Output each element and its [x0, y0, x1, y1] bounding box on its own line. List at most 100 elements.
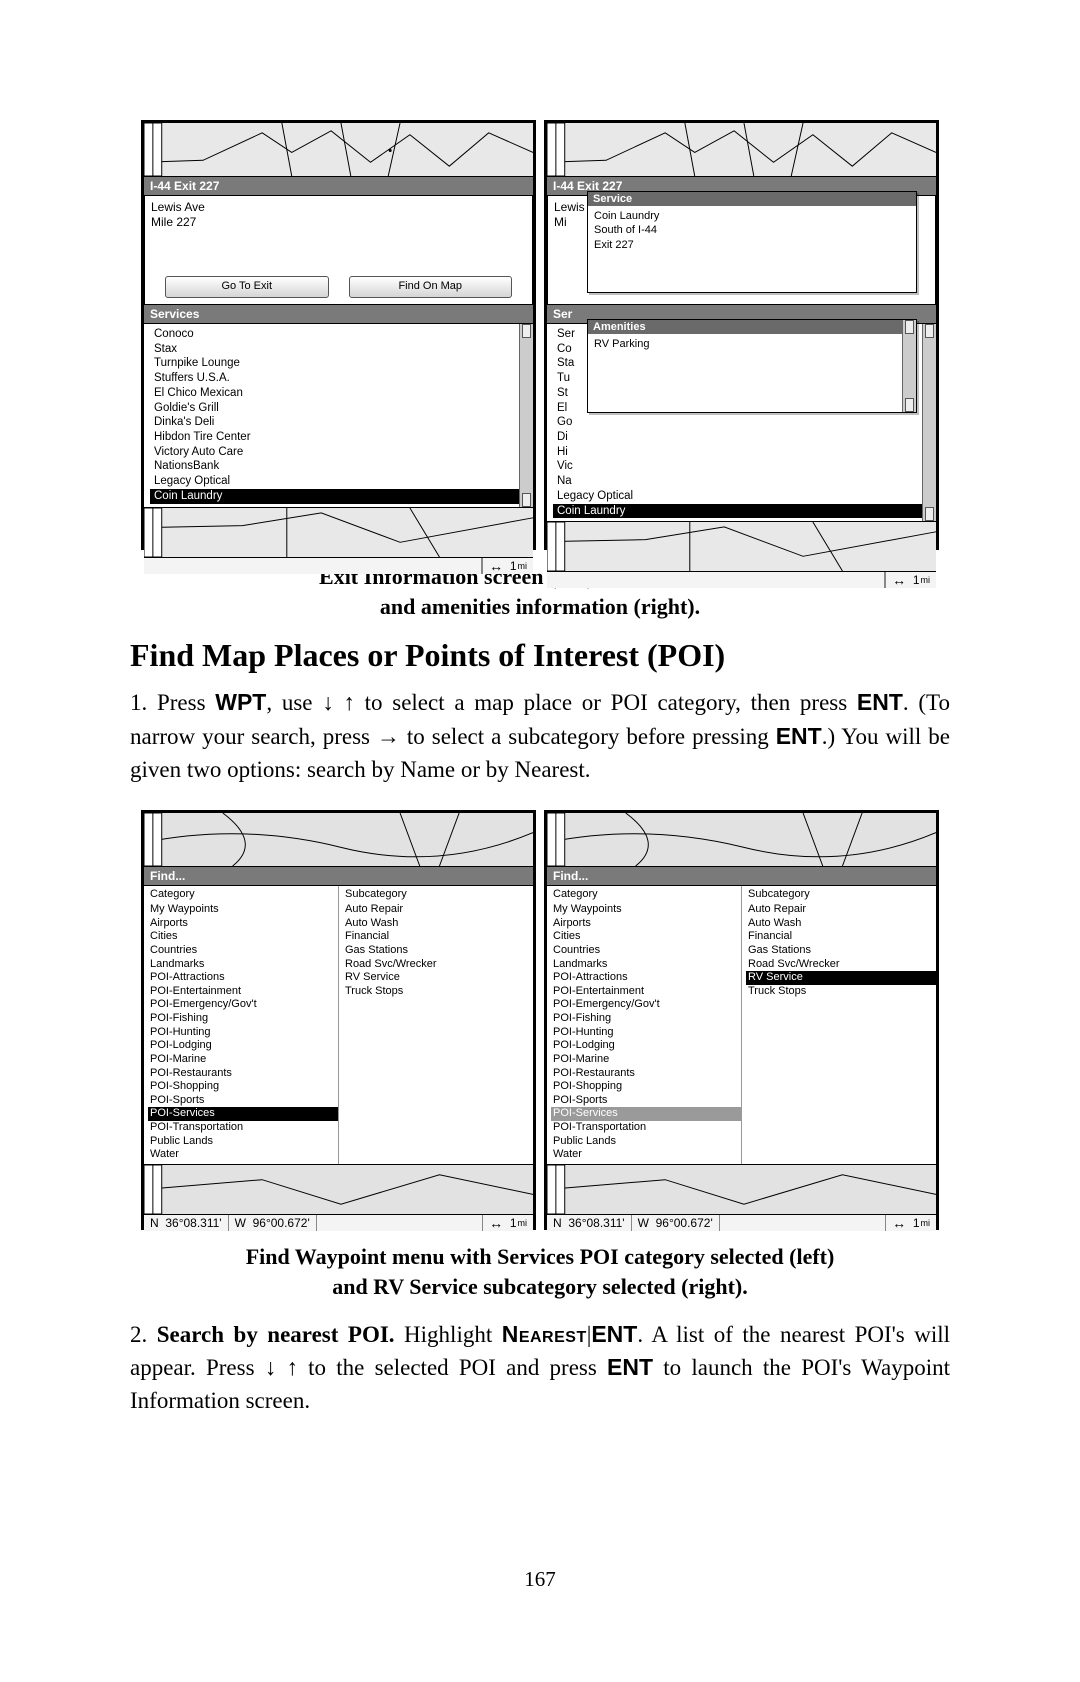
service-row[interactable]: Legacy Optical — [553, 489, 936, 504]
service-row[interactable]: El Chico Mexican — [150, 386, 533, 401]
exit-info-line: Lewis Ave — [151, 200, 526, 215]
service-row[interactable]: Stuffers U.S.A. — [150, 371, 533, 386]
list-row[interactable]: POI-Marine — [148, 1053, 338, 1067]
list-row[interactable]: POI-Hunting — [551, 1026, 741, 1040]
category-column[interactable]: Category My WaypointsAirportsCitiesCount… — [547, 886, 741, 1164]
subcategory-column[interactable]: Subcategory Auto RepairAuto WashFinancia… — [338, 886, 533, 1164]
list-row[interactable]: POI-Shopping — [148, 1080, 338, 1094]
service-row[interactable]: NationsBank — [150, 459, 533, 474]
list-row[interactable]: POI-Lodging — [551, 1039, 741, 1053]
scale-value: 1 — [510, 1216, 517, 1230]
list-row[interactable]: POI-Shopping — [551, 1080, 741, 1094]
service-row[interactable]: Hibdon Tire Center — [150, 430, 533, 445]
list-row[interactable]: Gas Stations — [746, 944, 936, 958]
find-body: Category My WaypointsAirportsCitiesCount… — [144, 885, 533, 1164]
list-row[interactable]: POI-Entertainment — [551, 985, 741, 999]
list-row[interactable]: POI-Transportation — [551, 1121, 741, 1135]
list-row[interactable]: RV Service — [343, 971, 533, 985]
list-row[interactable]: POI-Services — [148, 1107, 338, 1121]
list-row[interactable]: Road Svc/Wrecker — [746, 958, 936, 972]
list-row[interactable]: Countries — [148, 944, 338, 958]
list-row[interactable]: Truck Stops — [343, 985, 533, 999]
list-row[interactable]: My Waypoints — [551, 903, 741, 917]
scrollbar[interactable] — [519, 324, 533, 507]
status-bar: N 36°08.311' W 96°00.672' ↔ 1 mi — [144, 1214, 533, 1231]
list-row[interactable]: POI-Restaurants — [148, 1067, 338, 1081]
status-bar: ↔ 1 mi — [547, 571, 936, 588]
list-row[interactable]: Countries — [551, 944, 741, 958]
service-row[interactable]: Di — [553, 430, 936, 445]
list-row[interactable]: Financial — [343, 930, 533, 944]
list-row[interactable]: POI-Emergency/Gov't — [148, 998, 338, 1012]
service-row[interactable]: Conoco — [150, 327, 533, 342]
list-row[interactable]: POI-Fishing — [148, 1012, 338, 1026]
page-number: 167 — [0, 1567, 1080, 1592]
list-row[interactable]: Auto Repair — [343, 903, 533, 917]
list-row[interactable]: POI-Entertainment — [148, 985, 338, 999]
scrollbar[interactable] — [902, 320, 916, 412]
bottom-map-strip — [547, 1164, 936, 1214]
list-row[interactable]: POI-Sports — [148, 1094, 338, 1108]
service-row[interactable]: Turnpike Lounge — [150, 356, 533, 371]
list-row[interactable]: Airports — [551, 917, 741, 931]
list-row[interactable]: Water — [148, 1148, 338, 1162]
list-row[interactable]: POI-Attractions — [551, 971, 741, 985]
subcategory-column[interactable]: Subcategory Auto RepairAuto WashFinancia… — [741, 886, 936, 1164]
scale-unit: mi — [921, 1218, 931, 1228]
list-row[interactable]: Auto Repair — [746, 903, 936, 917]
amenities-popup: Amenities RV Parking — [587, 319, 917, 413]
service-row[interactable]: Vic — [553, 459, 936, 474]
list-row[interactable]: POI-Attractions — [148, 971, 338, 985]
category-column[interactable]: Category My WaypointsAirportsCitiesCount… — [144, 886, 338, 1164]
column-header: Category — [551, 888, 741, 903]
list-row[interactable]: Road Svc/Wrecker — [343, 958, 533, 972]
service-row[interactable]: Stax — [150, 342, 533, 357]
list-row[interactable]: Water — [551, 1148, 741, 1162]
list-row[interactable]: POI-Transportation — [148, 1121, 338, 1135]
scale-value: 1 — [913, 573, 920, 587]
list-row[interactable]: My Waypoints — [148, 903, 338, 917]
caption-line: and RV Service subcategory selected (rig… — [332, 1274, 748, 1299]
list-row[interactable]: POI-Restaurants — [551, 1067, 741, 1081]
list-row[interactable]: Airports — [148, 917, 338, 931]
find-on-map-button[interactable]: Find On Map — [349, 276, 513, 298]
coord-w: W 96°00.672' — [229, 1215, 317, 1231]
column-header: Subcategory — [746, 888, 936, 903]
list-row[interactable]: Auto Wash — [343, 917, 533, 931]
scrollbar[interactable] — [922, 324, 936, 521]
list-row[interactable]: Financial — [746, 930, 936, 944]
service-row[interactable]: Dinka's Deli — [150, 415, 533, 430]
popup-line: South of I-44 — [594, 223, 910, 237]
service-row[interactable]: Goldie's Grill — [150, 401, 533, 416]
service-row[interactable]: Legacy Optical — [150, 474, 533, 489]
list-row[interactable]: Public Lands — [148, 1135, 338, 1149]
service-row[interactable]: Na — [553, 474, 936, 489]
coord-n: N 36°08.311' — [144, 1215, 229, 1231]
key-nearest: Nearest — [502, 1321, 587, 1347]
list-row[interactable]: Truck Stops — [746, 985, 936, 999]
services-list[interactable]: ConocoStaxTurnpike LoungeStuffers U.S.A.… — [144, 323, 533, 507]
service-row[interactable]: Hi — [553, 445, 936, 460]
caption-line: and amenities information (right). — [380, 594, 700, 619]
service-row[interactable]: Victory Auto Care — [150, 445, 533, 460]
list-row[interactable]: POI-Hunting — [148, 1026, 338, 1040]
list-row[interactable]: POI-Marine — [551, 1053, 741, 1067]
list-row[interactable]: RV Service — [746, 971, 936, 985]
list-row[interactable]: POI-Services — [551, 1107, 741, 1121]
list-row[interactable]: Landmarks — [551, 958, 741, 972]
list-row[interactable]: Gas Stations — [343, 944, 533, 958]
service-row[interactable]: Coin Laundry — [553, 504, 936, 519]
list-row[interactable]: Public Lands — [551, 1135, 741, 1149]
list-row[interactable]: Cities — [148, 930, 338, 944]
list-row[interactable]: POI-Emergency/Gov't — [551, 998, 741, 1012]
list-row[interactable]: Cities — [551, 930, 741, 944]
list-row[interactable]: POI-Sports — [551, 1094, 741, 1108]
list-row[interactable]: Auto Wash — [746, 917, 936, 931]
service-row[interactable]: Go — [553, 415, 936, 430]
list-row[interactable]: POI-Fishing — [551, 1012, 741, 1026]
list-row[interactable]: POI-Lodging — [148, 1039, 338, 1053]
list-row[interactable]: Landmarks — [148, 958, 338, 972]
key-ent: ENT — [591, 1321, 637, 1347]
service-row[interactable]: Coin Laundry — [150, 489, 533, 504]
go-to-exit-button[interactable]: Go To Exit — [165, 276, 329, 298]
